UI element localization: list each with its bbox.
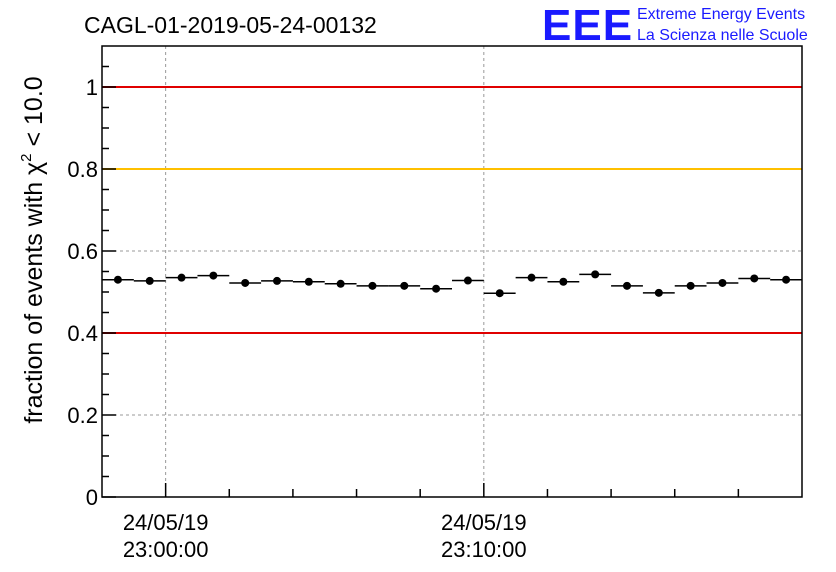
grid <box>102 46 802 497</box>
plot-frame <box>101 45 803 498</box>
data-point <box>782 275 791 284</box>
x-tick-label-time: 23:10:00 <box>441 537 527 562</box>
data-point <box>241 278 250 287</box>
data-point <box>336 279 345 288</box>
data-point <box>495 289 504 298</box>
data-point <box>145 276 154 285</box>
y-axis: 0 0.2 0.4 0.6 0.8 1 <box>67 65 116 510</box>
data-point <box>177 273 186 282</box>
logo-mark: EEE <box>542 1 633 50</box>
data-point <box>591 270 600 279</box>
data-point <box>686 281 695 290</box>
y-tick-label: 0.6 <box>67 239 98 264</box>
data-point <box>400 281 409 290</box>
y-axis-label: fraction of events with χ2 < 10.0 <box>18 76 48 423</box>
y-tick-label: 0.2 <box>67 403 98 428</box>
data-point <box>527 273 536 282</box>
data-point <box>750 274 759 283</box>
data-point <box>432 284 441 293</box>
data-point <box>463 276 472 285</box>
y-tick-label: 0 <box>86 485 98 510</box>
eee-logo: EEE Extreme Energy Events La Scienza nel… <box>542 1 808 50</box>
data-point <box>273 276 281 285</box>
y-tick-label: 1 <box>86 75 98 100</box>
y-axis-label-chi: χ <box>20 162 48 175</box>
reference-lines <box>102 86 802 334</box>
y-axis-label-superscript: 2 <box>18 153 35 161</box>
logo-line-1: Extreme Energy Events <box>637 6 805 23</box>
y-tick-label: 0.4 <box>67 321 98 346</box>
y-tick-label: 0.8 <box>67 157 98 182</box>
data-point <box>559 277 568 286</box>
data-point <box>368 281 377 290</box>
y-axis-label-start: fraction of events with <box>20 175 48 424</box>
data-point <box>654 288 663 297</box>
data-points <box>102 270 802 298</box>
x-tick-label-date: 24/05/19 <box>441 510 527 535</box>
chart-title: CAGL-01-2019-05-24-00132 <box>84 12 377 38</box>
data-point <box>113 275 122 284</box>
data-point <box>304 277 313 286</box>
x-tick-label-date: 24/05/19 <box>123 510 209 535</box>
data-point <box>623 281 631 290</box>
data-point <box>718 278 727 287</box>
x-tick-label-time: 23:00:00 <box>123 537 209 562</box>
data-point <box>209 271 218 280</box>
y-axis-label-end: < 10.0 <box>20 76 48 153</box>
logo-line-2: La Scienza nelle Scuole <box>637 27 808 44</box>
